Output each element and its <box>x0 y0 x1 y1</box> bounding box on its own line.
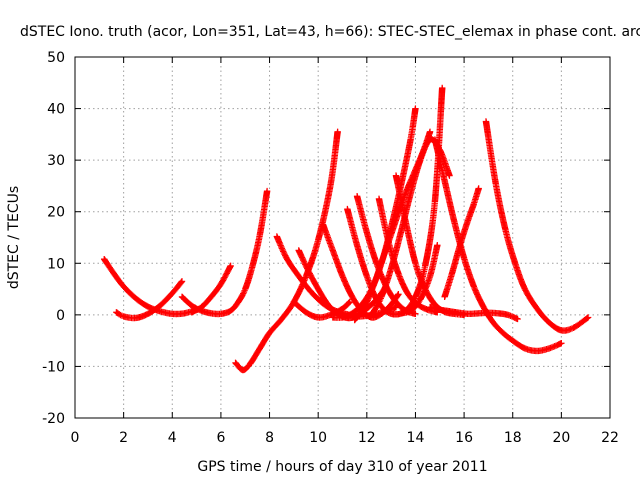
data-point-marker <box>426 128 434 135</box>
data-point-marker <box>583 315 590 322</box>
data-point-marker <box>279 246 286 254</box>
data-point-marker <box>178 278 186 285</box>
data-point-marker <box>227 262 234 270</box>
x-tick-label: 14 <box>407 430 425 446</box>
data-series <box>100 84 592 374</box>
data-point-marker <box>276 240 284 248</box>
x-tick-label: 0 <box>71 430 80 446</box>
data-series-21 <box>482 118 592 334</box>
data-point-marker <box>434 242 441 249</box>
data-point-marker <box>117 311 124 319</box>
data-point-marker <box>395 291 402 298</box>
data-series-2 <box>113 278 186 322</box>
data-point-marker <box>376 296 384 304</box>
y-axis-ticks: -20 -10 0 10 20 30 40 50 <box>42 50 610 427</box>
chart-title: dSTEC Iono. truth (acor, Lon=351, Lat=43… <box>20 24 640 40</box>
data-point-marker <box>550 343 557 351</box>
data-point-marker <box>278 245 286 252</box>
y-tick-label: 10 <box>47 256 65 272</box>
data-series-20 <box>441 185 482 301</box>
data-point-marker <box>301 259 308 267</box>
data-point-marker <box>376 298 383 305</box>
data-point-marker <box>375 299 382 307</box>
y-tick-label: 0 <box>56 308 65 324</box>
data-point-marker <box>278 243 285 251</box>
x-axis-label: GPS time / hours of day 310 of year 2011 <box>197 459 487 475</box>
data-point-marker <box>277 242 284 249</box>
data-point-marker <box>220 275 227 283</box>
data-series-17 <box>397 242 441 317</box>
x-tick-label: 16 <box>455 430 473 446</box>
data-series-5 <box>232 128 341 374</box>
gridlines <box>75 57 610 418</box>
data-point-marker <box>439 84 446 92</box>
data-point-marker <box>263 187 271 195</box>
data-point-marker <box>558 340 565 347</box>
plot-frame <box>74 56 611 419</box>
data-point-marker <box>300 258 308 265</box>
data-point-marker <box>373 302 381 309</box>
data-point-marker <box>514 315 521 323</box>
data-point-marker <box>222 271 230 278</box>
y-tick-label: -10 <box>42 359 65 375</box>
data-point-marker <box>374 301 382 308</box>
data-point-marker <box>240 288 248 296</box>
y-tick-label: -20 <box>42 411 65 427</box>
data-series-3 <box>178 187 271 318</box>
data-point-marker <box>334 128 341 135</box>
x-tick-label: 18 <box>504 430 522 446</box>
data-point-marker <box>240 290 247 297</box>
data-point-marker <box>219 277 227 284</box>
x-tick-label: 4 <box>168 430 177 446</box>
data-point-marker <box>412 310 419 318</box>
x-tick-label: 20 <box>552 430 570 446</box>
x-tick-label: 2 <box>119 430 128 446</box>
y-tick-label: 40 <box>47 102 65 118</box>
data-point-marker <box>222 272 229 280</box>
data-point-marker <box>221 274 228 281</box>
data-point-marker <box>584 314 592 321</box>
x-tick-label: 6 <box>216 430 225 446</box>
data-series-19 <box>426 303 521 323</box>
data-series-18 <box>431 136 565 355</box>
x-tick-label: 10 <box>309 430 327 446</box>
y-tick-label: 50 <box>47 50 65 66</box>
data-point-marker <box>345 299 352 307</box>
data-point-marker <box>475 185 482 192</box>
data-point-marker <box>412 105 419 112</box>
data-point-marker <box>567 325 574 333</box>
x-tick-label: 8 <box>265 430 274 446</box>
x-tick-label: 22 <box>601 430 619 446</box>
data-point-marker <box>302 261 309 268</box>
y-tick-label: 30 <box>47 153 65 169</box>
data-series-4 <box>188 262 234 316</box>
data-series-1 <box>100 255 200 318</box>
data-point-marker <box>192 307 200 314</box>
x-tick-label: 12 <box>358 430 376 446</box>
data-point-marker <box>346 298 353 306</box>
y-axis-label: dSTEC / TECUs <box>6 186 22 289</box>
data-point-marker <box>299 255 306 263</box>
data-point-marker <box>280 249 288 257</box>
data-series-8 <box>290 298 353 321</box>
data-point-marker <box>446 172 453 179</box>
y-tick-label: 20 <box>47 205 65 221</box>
data-point-marker <box>177 279 185 286</box>
x-axis-ticks: 0 2 4 6 8 10 12 14 16 18 20 22 <box>71 57 619 446</box>
data-point-marker <box>280 248 287 255</box>
data-point-marker <box>300 257 307 264</box>
